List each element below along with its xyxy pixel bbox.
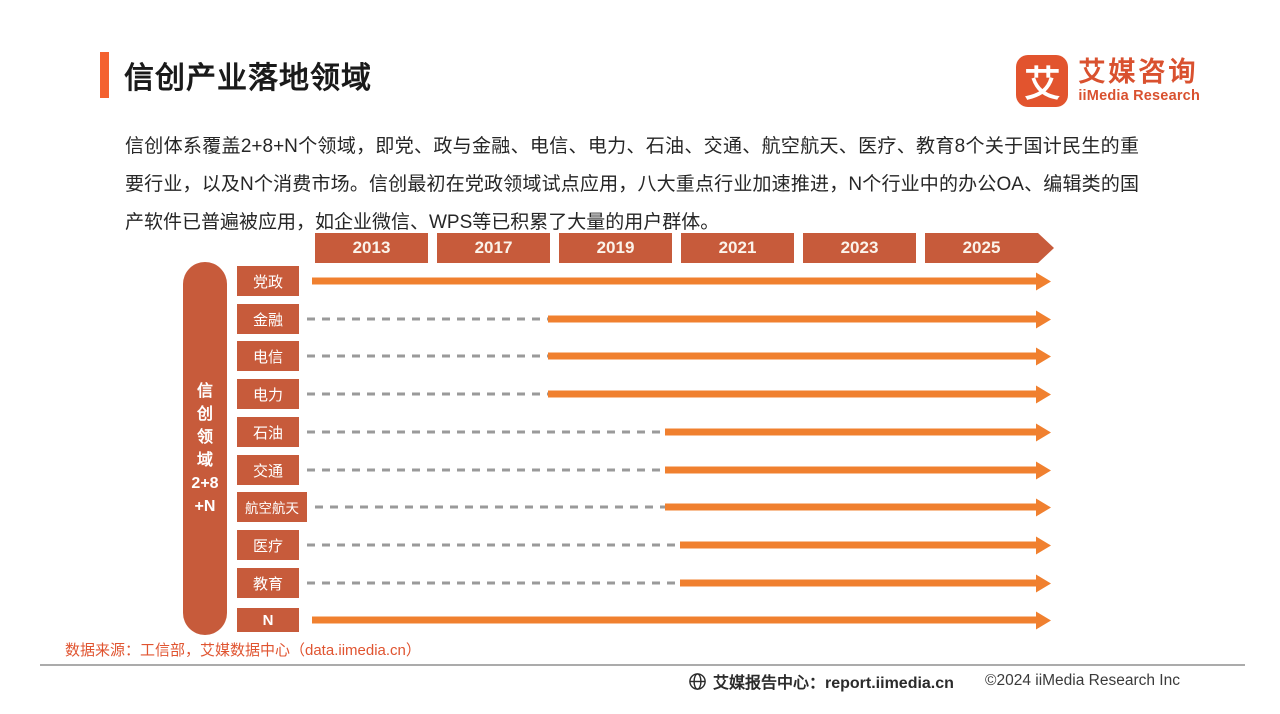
- title-accent-bar: [100, 52, 109, 98]
- footer-site-text: 艾媒报告中心：report.iimedia.cn: [713, 675, 954, 692]
- footer-divider: [40, 664, 1245, 666]
- chart-axis-label: 信创领域 2+8 +N: [183, 262, 227, 635]
- arrow-bar: [548, 315, 1036, 323]
- arrow-bar: [312, 277, 1036, 285]
- footer-copyright: ©2024 iiMedia Research Inc: [985, 672, 1180, 689]
- timeline-year: 2013: [315, 233, 428, 263]
- pill-line: 领: [196, 428, 213, 446]
- category-box: 医疗: [237, 530, 299, 560]
- iimedia-logo-text: 艾媒咨询 iiMedia Research: [1078, 56, 1200, 104]
- iimedia-logo: 艾 艾媒咨询 iiMedia Research: [1016, 55, 1200, 107]
- timeline-track: [307, 453, 1050, 487]
- pill-line: 2+8: [191, 474, 219, 492]
- timeline-year-axis: 2013 2017 2019 2021 2023 2025: [315, 233, 1038, 263]
- timeline-track: [307, 566, 1050, 600]
- pill-line: 创: [196, 405, 213, 423]
- title-block: 信创产业落地领域: [100, 52, 372, 98]
- dashed-segment: [307, 354, 548, 358]
- logo-name-en: iiMedia Research: [1078, 87, 1200, 104]
- category-box: N: [237, 608, 299, 632]
- dashed-segment: [307, 392, 548, 396]
- category-box: 石油: [237, 417, 299, 447]
- timeline-row: N: [237, 603, 1050, 637]
- arrow-bar: [680, 541, 1036, 549]
- category-box: 金融: [237, 304, 299, 334]
- arrow-bar: [548, 352, 1036, 360]
- dashed-segment: [315, 505, 665, 509]
- timeline-year: 2019: [559, 233, 672, 263]
- dashed-segment: [307, 468, 665, 472]
- dashed-segment: [307, 581, 680, 585]
- timeline-row: 教育: [237, 566, 1050, 600]
- timeline-track: [307, 603, 1050, 637]
- timeline-row: 航空航天: [237, 490, 1050, 524]
- arrow-bar: [680, 579, 1036, 587]
- page-title: 信创产业落地领域: [124, 62, 372, 95]
- timeline-track: [307, 264, 1050, 298]
- timeline-row: 医疗: [237, 528, 1050, 562]
- timeline-track: [307, 528, 1050, 562]
- pill-line: 域: [196, 451, 213, 469]
- timeline-year: 2021: [681, 233, 794, 263]
- timeline-year: 2023: [803, 233, 916, 263]
- globe-icon: [689, 672, 706, 690]
- footer: 艾媒报告中心：report.iimedia.cn ©2024 iiMedia R…: [688, 669, 1180, 693]
- iimedia-logo-icon: 艾: [1016, 55, 1069, 107]
- timeline-row: 电力: [237, 377, 1050, 411]
- arrow-bar: [665, 428, 1036, 436]
- data-source-note: 数据来源：工信部，艾媒数据中心（data.iimedia.cn）: [65, 642, 421, 659]
- timeline-row: 石油: [237, 415, 1050, 449]
- timeline-track: [307, 302, 1050, 336]
- pill-line: 信: [196, 382, 213, 400]
- timeline-track: [315, 490, 1050, 524]
- logo-name-cn: 艾媒咨询: [1078, 56, 1199, 87]
- category-box: 电力: [237, 379, 299, 409]
- arrow-bar: [665, 503, 1036, 511]
- timeline-track: [307, 377, 1050, 411]
- arrow-bar: [312, 616, 1036, 624]
- footer-report-center: 艾媒报告中心：report.iimedia.cn: [688, 669, 954, 693]
- dashed-segment: [307, 317, 548, 321]
- timeline-row: 电信: [237, 339, 1050, 373]
- timeline-track: [307, 415, 1050, 449]
- category-box: 交通: [237, 455, 299, 485]
- intro-paragraph: 信创体系覆盖2+8+N个领域，即党、政与金融、电信、电力、石油、交通、航空航天、…: [125, 136, 1139, 233]
- category-box: 电信: [237, 341, 299, 371]
- timeline-row: 金融: [237, 302, 1050, 336]
- timeline-year: 2017: [437, 233, 550, 263]
- category-box: 党政: [237, 266, 299, 296]
- timeline-row: 交通: [237, 453, 1050, 487]
- dashed-segment: [307, 543, 680, 547]
- category-box: 航空航天: [237, 492, 307, 522]
- timeline-track: [307, 339, 1050, 373]
- dashed-segment: [307, 430, 665, 434]
- arrow-bar: [665, 466, 1036, 474]
- arrow-bar: [548, 390, 1036, 398]
- timeline-row: 党政: [237, 264, 1050, 298]
- timeline-year: 2025: [925, 233, 1038, 263]
- pill-line: +N: [194, 497, 216, 515]
- category-box: 教育: [237, 568, 299, 598]
